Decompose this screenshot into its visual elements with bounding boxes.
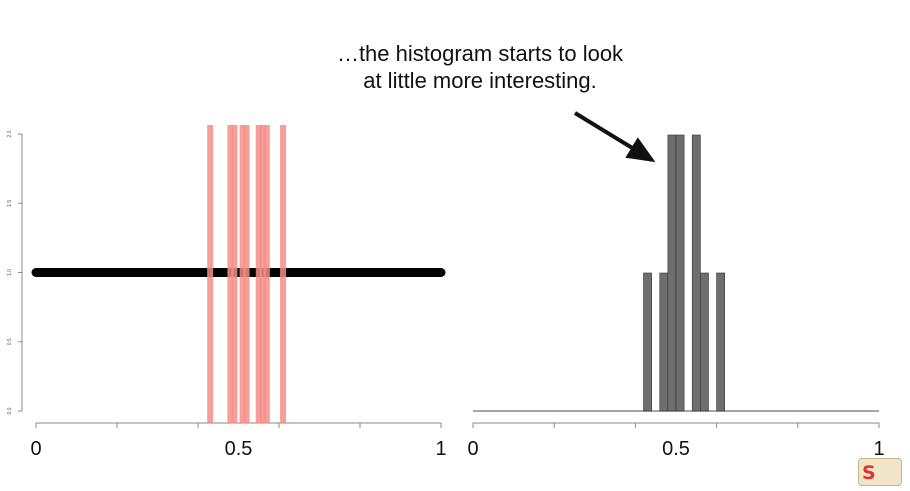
- left-x-tick-label: 1: [435, 438, 446, 460]
- right-x-tick-label: 1: [873, 438, 884, 460]
- left-y-tick-label: 2.0: [7, 130, 13, 137]
- annotation-arrow: [573, 111, 656, 163]
- sample-mark: [259, 125, 266, 423]
- histogram-bar: [716, 272, 726, 412]
- left-chart: 0.0 0.5 1.0 1.5 2.0 0 0.5 1: [7, 125, 447, 460]
- left-y-tick-label: 1.5: [7, 200, 13, 207]
- histogram-bar: [700, 272, 709, 412]
- left-x-tick-label: 0: [30, 438, 41, 460]
- channel-logo: S: [858, 458, 902, 486]
- annotation-text: …the histogram starts to look at little …: [336, 41, 624, 93]
- histogram-bar: [659, 272, 669, 412]
- sample-mark: [243, 125, 250, 423]
- left-y-tick-label: 0.5: [7, 338, 13, 345]
- sample-mark: [231, 125, 238, 423]
- sample-mark: [255, 125, 262, 423]
- histogram-bar: [675, 134, 685, 412]
- sample-mark: [207, 125, 214, 423]
- sample-mark: [263, 125, 270, 423]
- histogram-bar: [691, 134, 701, 412]
- left-x-tick-label: 0.5: [225, 438, 253, 460]
- right-x-tick-label: 0.5: [662, 438, 690, 460]
- right-chart: 0 0.5 1: [467, 134, 885, 460]
- left-y-tick-label: 0.0: [7, 407, 13, 414]
- histogram-bar: [643, 272, 652, 412]
- histogram-bar: [667, 134, 677, 412]
- sample-mark: [239, 125, 246, 423]
- sample-mark: [227, 125, 234, 423]
- left-y-tick-label: 1.0: [7, 269, 13, 276]
- sample-mark: [280, 125, 287, 423]
- right-x-tick-label: 0: [467, 438, 478, 460]
